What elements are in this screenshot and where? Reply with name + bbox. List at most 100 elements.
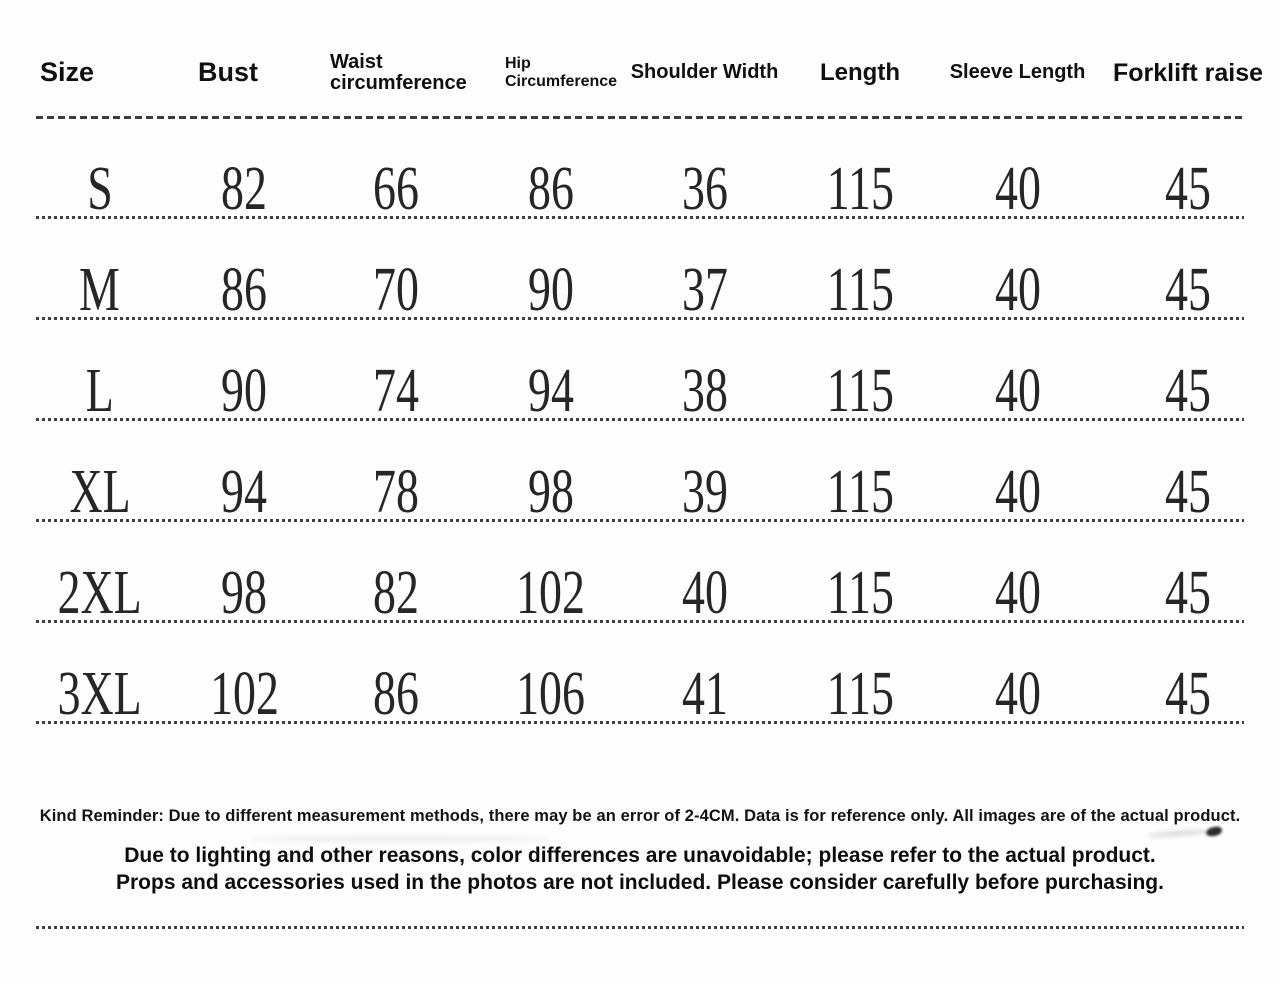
measurement-value: 90: [221, 357, 267, 426]
measurement-value: 90: [527, 256, 574, 325]
cell-shoulder: 41: [628, 623, 781, 725]
header-cell-forklift: Forklift raise: [1112, 58, 1264, 87]
measurement-value: 94: [221, 458, 267, 527]
measurement-value: 40: [994, 559, 1041, 628]
cell-size: S: [0, 118, 170, 224]
cell-hip: 94: [473, 320, 628, 426]
cell-waist: 74: [318, 320, 473, 426]
cell-waist: 66: [318, 118, 473, 220]
measurement-value: 115: [826, 357, 894, 426]
measurement-value: 94: [527, 357, 574, 426]
measurement-value: 45: [1165, 559, 1211, 628]
measurement-value: 45: [1165, 660, 1211, 729]
cell-waist: 86: [318, 623, 473, 729]
measurement-value: 115: [826, 559, 894, 628]
measurement-value: 45: [1165, 155, 1211, 224]
measurement-value: 115: [826, 155, 894, 224]
table-row-s: S 82 66 86 36 115 40 45: [0, 118, 1280, 224]
measurement-value: 36: [681, 155, 728, 224]
cell-size: XL: [0, 421, 170, 527]
header-cell-length: Length: [820, 59, 900, 87]
cell-size: 2XL: [0, 522, 170, 628]
measurement-value: 39: [681, 458, 728, 527]
scan-smudge: [1147, 828, 1211, 839]
kind-reminder-note: Kind Reminder: Due to different measurem…: [39, 807, 1241, 825]
header-cell-shoulder: Shoulder Width: [630, 61, 779, 84]
size-label: 2XL: [57, 559, 142, 628]
cell-length: 115: [781, 421, 939, 523]
size-label: M: [79, 256, 121, 325]
header-cell-size: Size: [40, 57, 95, 88]
cell-sleeve: 40: [939, 320, 1096, 422]
cell-hip: 90: [473, 219, 628, 325]
size-label: 3XL: [57, 660, 142, 729]
cell-forklift: 45: [1096, 118, 1280, 224]
header-cell-hip: Hip Circumference: [505, 55, 618, 90]
size-label: S: [87, 155, 113, 224]
cell-forklift: 45: [1096, 522, 1280, 628]
measurement-value: 37: [681, 256, 728, 325]
table-row-m: M 86 70 90 37 115 40 45: [0, 219, 1280, 325]
size-label: L: [85, 357, 114, 426]
cell-bust: 82: [170, 118, 318, 220]
header-cell-waist: Waist circumference: [330, 51, 467, 94]
cell-sleeve: 40: [939, 421, 1096, 527]
cell-forklift: 45: [1096, 219, 1280, 321]
cell-hip: 98: [473, 421, 628, 527]
cell-length: 115: [781, 522, 939, 628]
cell-bust: 94: [170, 421, 318, 527]
measurement-value: 106: [516, 660, 585, 729]
cell-shoulder: 40: [628, 522, 781, 628]
disclaimer-line-2: Props and accessories used in the photos…: [116, 871, 1164, 894]
cell-shoulder: 38: [628, 320, 781, 426]
cell-bust: 98: [170, 522, 318, 628]
scan-smudge: [250, 836, 550, 842]
measurement-value: 82: [372, 559, 419, 628]
size-label: XL: [69, 458, 131, 527]
bottom-separator-dashed-line: [36, 926, 1244, 929]
cell-sleeve: 40: [939, 522, 1096, 628]
measurement-value: 40: [994, 660, 1041, 729]
ink-blot: [1205, 825, 1223, 838]
table-row-l: L 90 74 94 38 115 40 45: [0, 320, 1280, 426]
header-cell-sleeve: Sleeve Length: [949, 61, 1086, 84]
measurement-value: 45: [1165, 357, 1211, 426]
cell-forklift: 45: [1096, 623, 1280, 729]
cell-size: L: [0, 320, 170, 426]
cell-bust: 102: [170, 623, 318, 729]
cell-hip: 106: [473, 623, 628, 729]
cell-hip: 86: [473, 118, 628, 224]
cell-waist: 70: [318, 219, 473, 321]
measurement-value: 86: [221, 256, 267, 325]
header-cell-bust: Bust: [198, 57, 258, 88]
header-separator-dashed-line: [36, 116, 1244, 119]
cell-size: M: [0, 219, 170, 325]
table-row-xl: XL 94 78 98 39 115 40 45: [0, 421, 1280, 527]
cell-size: 3XL: [0, 623, 170, 729]
cell-length: 115: [781, 623, 939, 729]
table-row-3xl: 3XL 102 86 106 41 115 40 45: [0, 623, 1280, 729]
disclaimer-line-1: Due to lighting and other reasons, color…: [124, 844, 1156, 867]
measurement-value: 86: [527, 155, 574, 224]
cell-forklift: 45: [1096, 421, 1280, 527]
measurement-value: 115: [826, 660, 894, 729]
measurement-value: 98: [221, 559, 267, 628]
cell-sleeve: 40: [939, 118, 1096, 224]
cell-waist: 78: [318, 421, 473, 523]
measurement-value: 38: [681, 357, 728, 426]
cell-sleeve: 40: [939, 623, 1096, 729]
measurement-value: 102: [209, 660, 279, 729]
measurement-value: 86: [372, 660, 419, 729]
cell-waist: 82: [318, 522, 473, 628]
cell-length: 115: [781, 219, 939, 321]
cell-sleeve: 40: [939, 219, 1096, 321]
cell-bust: 86: [170, 219, 318, 325]
table-row-2xl: 2XL 98 82 102 40 115 40 45: [0, 522, 1280, 628]
measurement-value: 40: [681, 559, 728, 628]
measurement-value: 98: [527, 458, 574, 527]
measurement-value: 40: [994, 155, 1041, 224]
measurement-value: 45: [1165, 458, 1211, 527]
measurement-value: 74: [372, 357, 419, 426]
measurement-value: 40: [994, 458, 1041, 527]
cell-shoulder: 39: [628, 421, 781, 527]
